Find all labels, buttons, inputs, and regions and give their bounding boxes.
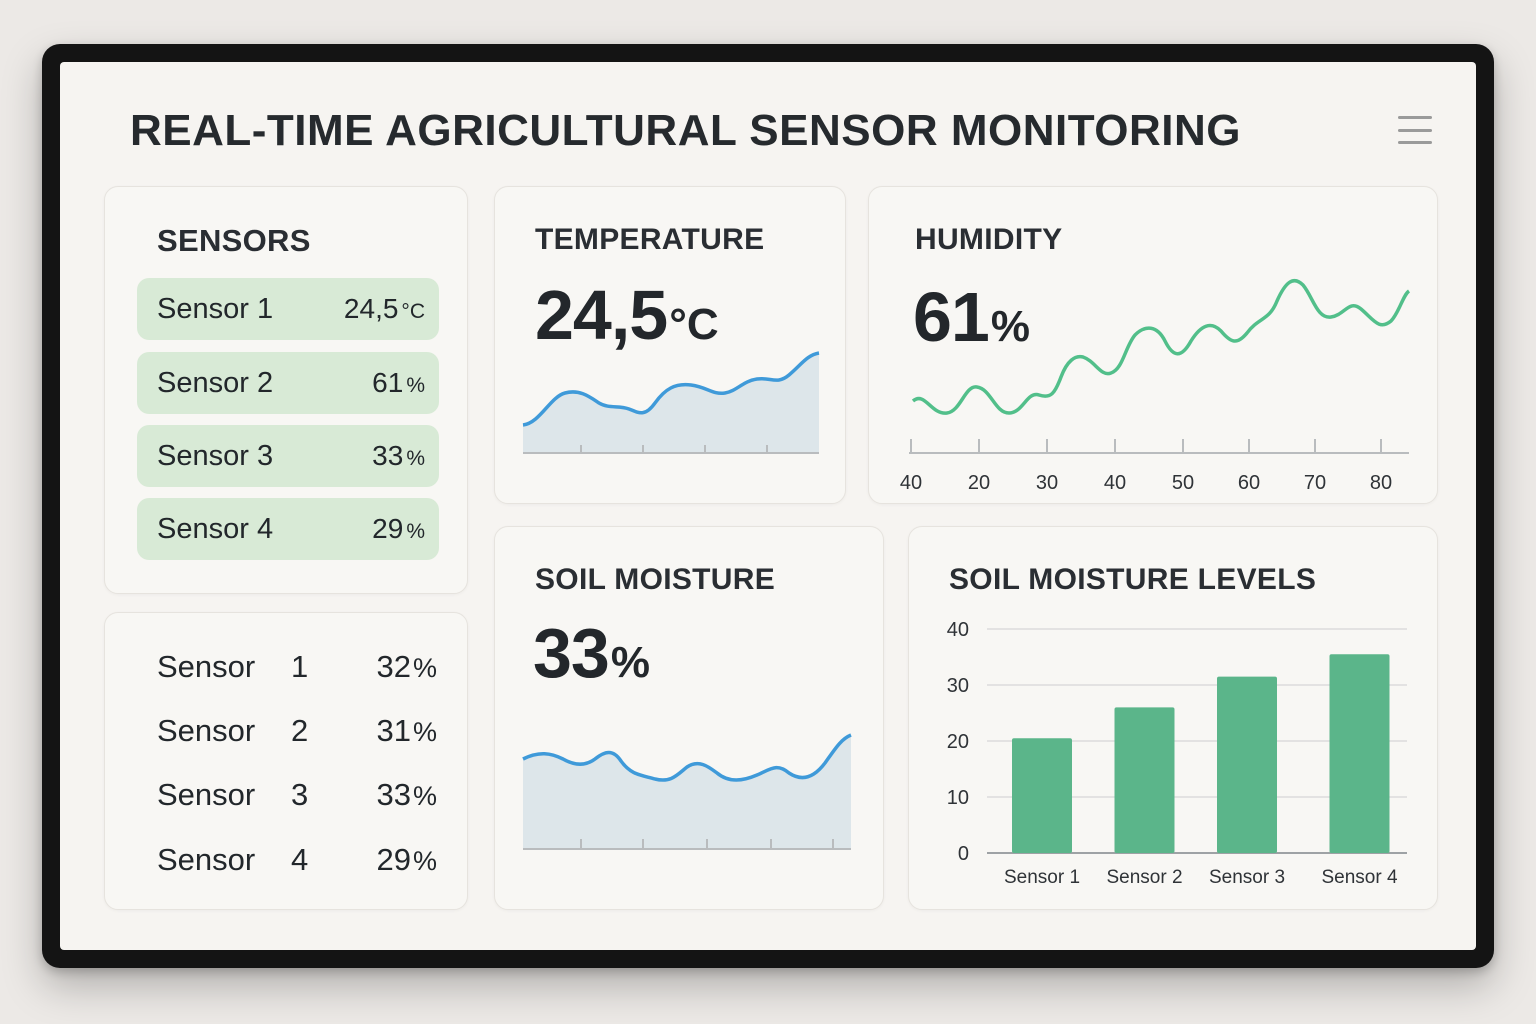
sensor-pill[interactable]: Sensor 2 61% (137, 352, 439, 414)
sensor-pill[interactable]: Sensor 4 29% (137, 498, 439, 560)
humidity-axis-tick: 60 (1238, 472, 1260, 494)
humidity-axis-tick: 40 (1104, 472, 1126, 494)
list-item-value: 31% (376, 713, 438, 748)
humidity-axis-tick: 20 (968, 472, 990, 494)
sensor-pill[interactable]: Sensor 1 24,5 °C (137, 278, 439, 340)
temperature-area (523, 353, 819, 453)
soil-moisture-card: SOIL MOISTURE 33% (494, 526, 884, 910)
list-item-number: 4 (291, 842, 309, 877)
temperature-card: TEMPERATURE 24,5°C (494, 186, 846, 504)
dashboard-screen: REAL-TIME AGRICULTURAL SENSOR MONITORING… (60, 62, 1476, 950)
list-item-name: Sensor (157, 649, 256, 684)
y-tick-label: 0 (958, 843, 969, 865)
list-item-value: 32% (376, 649, 438, 684)
humidity-axis-tick: 70 (1304, 472, 1326, 494)
humidity-card: HUMIDITY 61% 40 20 30 40 50 60 70 80 (868, 186, 1438, 504)
sensor-list-card: Sensor 1 32% Sensor 2 31% Sensor 3 33% S… (104, 612, 468, 910)
list-item-number: 3 (291, 777, 309, 812)
bar (1114, 707, 1175, 853)
soil-moisture-area (523, 735, 851, 849)
sensors-card: SENSORS Sensor 1 24,5 °C Sensor 2 61% Sen… (104, 186, 468, 594)
list-item-name: Sensor (157, 842, 256, 877)
list-item-value: 29% (376, 842, 438, 877)
humidity-axis-tick: 80 (1370, 472, 1392, 494)
y-tick-label: 20 (947, 731, 969, 753)
humidity-axis-tick: 40 (900, 472, 922, 494)
bar (1217, 676, 1277, 853)
bar (1012, 738, 1072, 853)
humidity-sparkline: 40 20 30 40 50 60 70 80 (900, 279, 1411, 494)
list-item-number: 2 (291, 713, 309, 748)
temperature-title: TEMPERATURE (535, 223, 765, 256)
temperature-line (522, 351, 820, 427)
sensor-value: 24,5 °C (343, 293, 425, 324)
sensor-value: 29% (372, 513, 425, 544)
x-tick-label: Sensor 2 (1106, 867, 1182, 888)
list-item-name: Sensor (157, 777, 256, 812)
soil-moisture-bar-chart: 0 10 20 30 40 Sensor 1 Sensor 2 Sensor 3 Sensor … (947, 619, 1407, 888)
list-item-value: 33% (376, 777, 438, 812)
soil-moisture-title: SOIL MOISTURE (535, 563, 776, 596)
soil-moisture-sparkline (522, 733, 852, 850)
soil-moisture-line (522, 733, 852, 782)
sensor-name: Sensor 3 (157, 439, 274, 472)
bar (1329, 654, 1390, 853)
humidity-title: HUMIDITY (915, 223, 1063, 256)
y-tick-label: 10 (947, 787, 969, 809)
soil-moisture-levels-title: SOIL MOISTURE LEVELS (949, 563, 1317, 596)
hamburger-menu-icon[interactable] (1398, 116, 1432, 144)
soil-moisture-value: 33% (533, 614, 650, 692)
sensors-card-title: SENSORS (157, 223, 311, 258)
list-item: Sensor 4 29% (157, 842, 437, 882)
x-tick-label: Sensor 1 (1004, 867, 1080, 888)
y-tick-label: 30 (947, 675, 969, 697)
humidity-axis-tick: 30 (1036, 472, 1058, 494)
list-item-name: Sensor (157, 713, 256, 748)
temperature-sparkline (522, 351, 820, 454)
list-item: Sensor 2 31% (157, 713, 437, 753)
sensor-name: Sensor 4 (157, 512, 274, 545)
sensor-name: Sensor 1 (157, 292, 274, 325)
list-item: Sensor 3 33% (157, 777, 437, 817)
y-tick-label: 40 (947, 619, 969, 641)
list-item: Sensor 1 32% (157, 649, 437, 689)
sensor-name: Sensor 2 (157, 366, 274, 399)
device-frame: REAL-TIME AGRICULTURAL SENSOR MONITORING… (42, 44, 1494, 968)
temperature-value: 24,5°C (535, 276, 719, 354)
list-item-number: 1 (291, 649, 309, 684)
soil-moisture-levels-card: SOIL MOISTURE LEVELS 0 10 20 30 40 Sensor 1 Se… (908, 526, 1438, 910)
x-tick-label: Sensor 3 (1209, 867, 1285, 888)
sensor-pill[interactable]: Sensor 3 33% (137, 425, 439, 487)
sensor-value: 33% (372, 440, 425, 471)
page-title: REAL-TIME AGRICULTURAL SENSOR MONITORING (130, 106, 1242, 155)
x-tick-label: Sensor 4 (1321, 867, 1397, 888)
humidity-line (911, 279, 1411, 415)
humidity-value: 61% (913, 278, 1030, 356)
humidity-axis-tick: 50 (1172, 472, 1194, 494)
sensor-value: 61% (372, 367, 425, 398)
